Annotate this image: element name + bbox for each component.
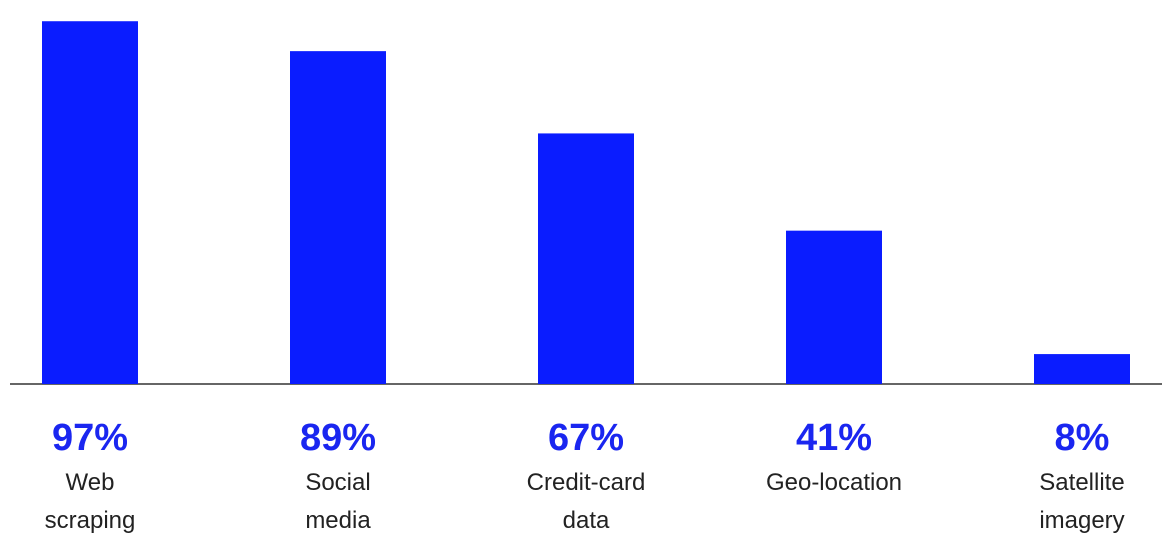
category-label-2-line-1: data: [563, 507, 610, 534]
category-label-2-line-0: Credit-card: [527, 469, 646, 496]
value-label-0: 97%: [52, 417, 128, 459]
category-labels-group: Web scraping Social media Credit-card data Geo…: [45, 469, 1125, 534]
bar-4: [1034, 354, 1130, 384]
category-label-1-line-0: Social: [305, 469, 370, 496]
value-labels-group: 97% 89% 67% 41% 8%: [52, 417, 1109, 459]
bar-3: [786, 230, 882, 384]
bar-2: [538, 133, 634, 384]
category-label-3-line-0: Geo-location: [766, 469, 902, 496]
category-label-0-line-0: Web: [66, 469, 115, 496]
value-label-2: 67%: [548, 417, 624, 459]
bar-1: [290, 51, 386, 384]
bar-0: [42, 21, 138, 384]
category-label-0-line-1: scraping: [45, 507, 136, 534]
value-label-4: 8%: [1055, 417, 1110, 459]
bars-group: [42, 21, 1130, 384]
category-label-4-line-1: imagery: [1039, 507, 1124, 534]
value-label-3: 41%: [796, 417, 872, 459]
value-label-1: 89%: [300, 417, 376, 459]
category-label-1-line-1: media: [305, 507, 371, 534]
category-label-4-line-0: Satellite: [1039, 469, 1124, 496]
